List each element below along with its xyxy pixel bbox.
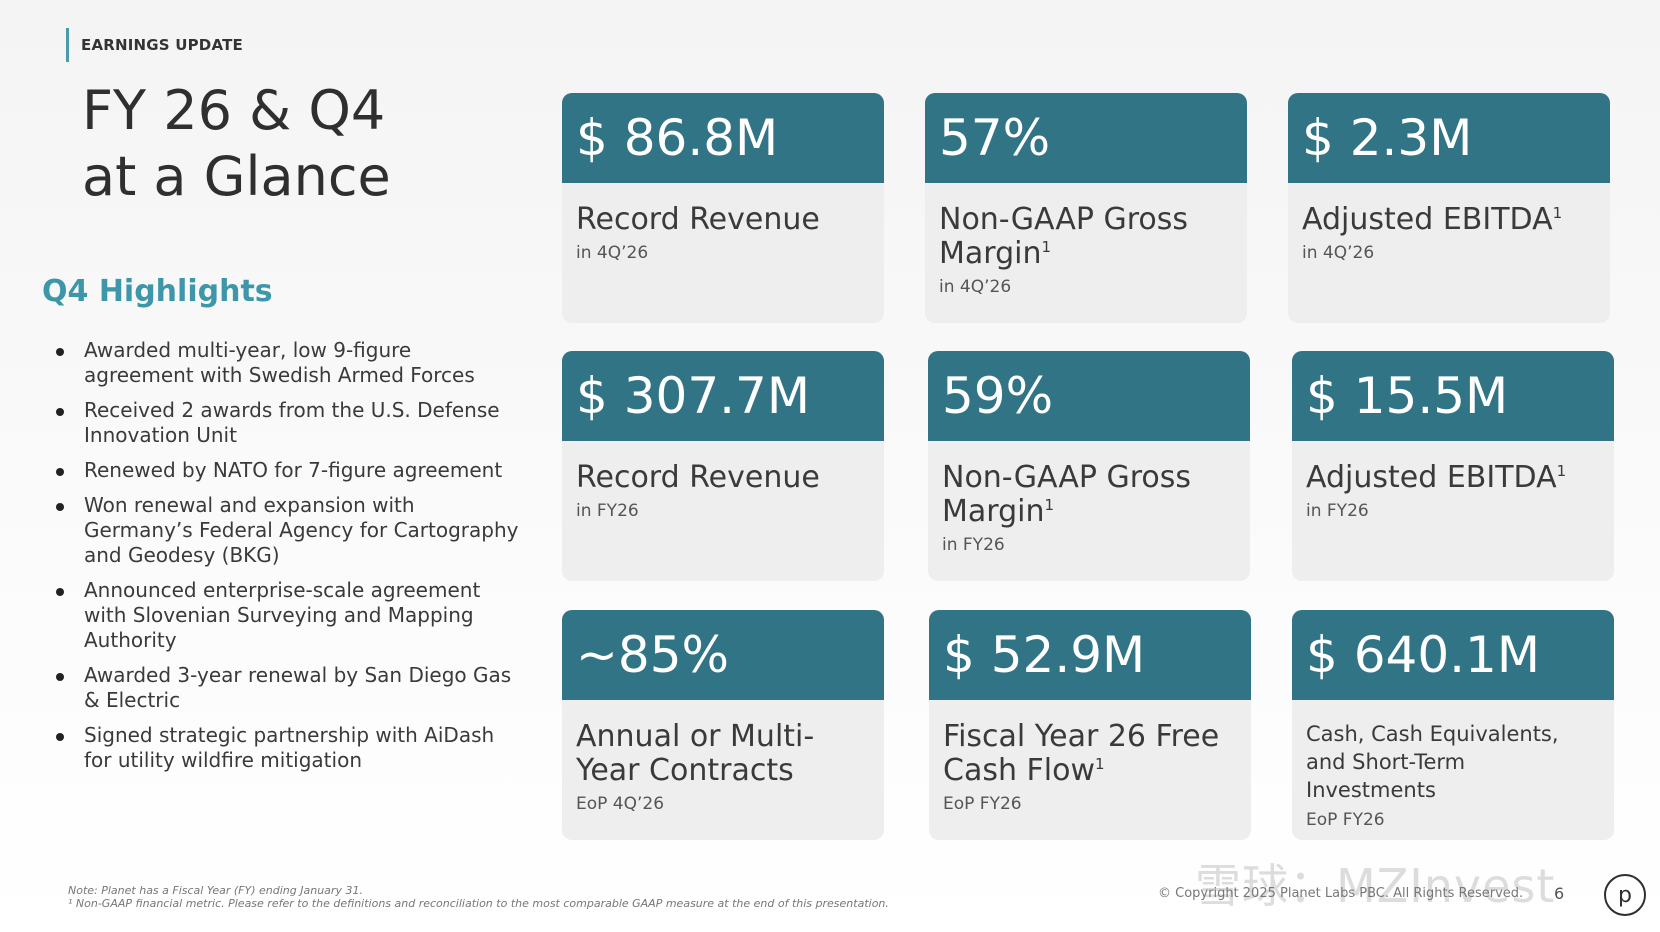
footnote-mark: 1	[1044, 496, 1055, 514]
highlight-item: Received 2 awards from the U.S. Defense …	[52, 398, 522, 448]
metric-label: Record Revenue	[576, 460, 820, 495]
metric-card-cash: $ 640.1M Cash, Cash Equivalents, and Sho…	[1292, 610, 1614, 840]
watermark: 雪球：MZInvest	[1195, 859, 1556, 913]
metric-card-q4-ebitda: $ 2.3M Adjusted EBITDA1 in 4Q’26	[1288, 93, 1610, 323]
highlight-item: Announced enterprise-scale agreement wit…	[52, 578, 522, 653]
metric-value: $ 2.3M	[1288, 93, 1610, 183]
footnote-mark: 1	[1041, 238, 1052, 256]
bullet-icon	[56, 733, 64, 741]
metric-card-fy-gross-margin: 59% Non-GAAP Gross Margin1 in FY26	[928, 351, 1250, 581]
footnote-mark: 1	[1552, 204, 1563, 222]
highlight-text: Awarded multi-year, low 9-figure agreeme…	[84, 338, 475, 387]
metric-card-contracts: ~85% Annual or Multi-Year Contracts EoP …	[562, 610, 884, 840]
metric-value: 59%	[928, 351, 1250, 441]
metric-card-q4-gross-margin: 57% Non-GAAP Gross Margin1 in 4Q’26	[925, 93, 1247, 323]
metric-label: Adjusted EBITDA1	[1306, 460, 1567, 495]
metric-label: Non-GAAP Gross Margin1	[942, 460, 1192, 529]
highlight-item: Renewed by NATO for 7-figure agreement	[52, 458, 522, 483]
metric-label: Adjusted EBITDA1	[1302, 202, 1563, 237]
metric-value: $ 307.7M	[562, 351, 884, 441]
metric-period: in FY26	[1306, 501, 1369, 521]
highlight-text: Announced enterprise-scale agreement wit…	[84, 578, 481, 652]
highlight-item: Won renewal and expansion with Germany’s…	[52, 493, 522, 568]
section-tag: EARNINGS UPDATE	[66, 28, 243, 62]
page-number: 6	[1554, 884, 1565, 903]
fiscal-year-note: Note: Planet has a Fiscal Year (FY) endi…	[68, 884, 363, 897]
highlight-text: Renewed by NATO for 7-figure agreement	[84, 458, 503, 482]
bullet-icon	[56, 408, 64, 416]
non-gaap-note: ¹ Non-GAAP financial metric. Please refe…	[68, 897, 889, 910]
metric-period: EoP 4Q’26	[576, 794, 665, 814]
slide-title-line-1: FY 26 & Q4	[82, 79, 386, 142]
highlight-text: Signed strategic partnership with AiDash…	[84, 723, 495, 772]
highlight-text: Won renewal and expansion with Germany’s…	[84, 493, 519, 567]
highlight-item: Awarded 3-year renewal by San Diego Gas …	[52, 663, 522, 713]
highlight-item: Signed strategic partnership with AiDash…	[52, 723, 522, 773]
metric-period: in FY26	[942, 535, 1005, 555]
metric-label: Cash, Cash Equivalents, and Short-Term I…	[1306, 722, 1559, 802]
bullet-icon	[56, 348, 64, 356]
footnote-mark: 1	[1556, 462, 1567, 480]
bullet-icon	[56, 588, 64, 596]
metric-label: Record Revenue	[576, 202, 820, 237]
footnotes: Note: Planet has a Fiscal Year (FY) endi…	[68, 884, 889, 910]
metric-value: $ 15.5M	[1292, 351, 1614, 441]
bullet-icon	[56, 503, 64, 511]
highlight-text: Received 2 awards from the U.S. Defense …	[84, 398, 500, 447]
metric-card-q4-revenue: $ 86.8M Record Revenue in 4Q’26	[562, 93, 884, 323]
highlight-item: Awarded multi-year, low 9-figure agreeme…	[52, 338, 522, 388]
metric-value: ~85%	[562, 610, 884, 700]
metric-period: in 4Q’26	[576, 243, 649, 263]
metric-label: Fiscal Year 26 Free Cash Flow1	[943, 719, 1220, 788]
metric-period: EoP FY26	[943, 794, 1022, 814]
metric-value: 57%	[925, 93, 1247, 183]
metric-value: $ 640.1M	[1292, 610, 1614, 700]
metric-label: Annual or Multi-Year Contracts	[576, 719, 815, 788]
metric-card-fy-ebitda: $ 15.5M Adjusted EBITDA1 in FY26	[1292, 351, 1614, 581]
footnote-mark: 1	[1095, 755, 1105, 773]
slide-title-line-2: at a Glance	[82, 145, 391, 208]
metric-card-free-cash-flow: $ 52.9M Fiscal Year 26 Free Cash Flow1 E…	[929, 610, 1251, 840]
slide-title: FY 26 & Q4 at a Glance	[82, 78, 391, 210]
highlight-text: Awarded 3-year renewal by San Diego Gas …	[84, 663, 512, 712]
metric-value: $ 52.9M	[929, 610, 1251, 700]
metric-period: in 4Q’26	[939, 277, 1012, 297]
planet-logo-icon: p	[1604, 874, 1646, 916]
bullet-icon	[56, 673, 64, 681]
metric-label: Non-GAAP Gross Margin1	[939, 202, 1189, 271]
highlights-heading: Q4 Highlights	[42, 274, 273, 309]
metric-period: in FY26	[576, 501, 639, 521]
metric-period: in 4Q’26	[1302, 243, 1375, 263]
metric-period: EoP FY26	[1306, 810, 1385, 830]
copyright: © Copyright 2025 Planet Labs PBC. All Ri…	[1158, 886, 1524, 901]
bullet-icon	[56, 468, 64, 476]
metric-value: $ 86.8M	[562, 93, 884, 183]
metric-card-fy-revenue: $ 307.7M Record Revenue in FY26	[562, 351, 884, 581]
highlights-list: Awarded multi-year, low 9-figure agreeme…	[52, 338, 522, 783]
